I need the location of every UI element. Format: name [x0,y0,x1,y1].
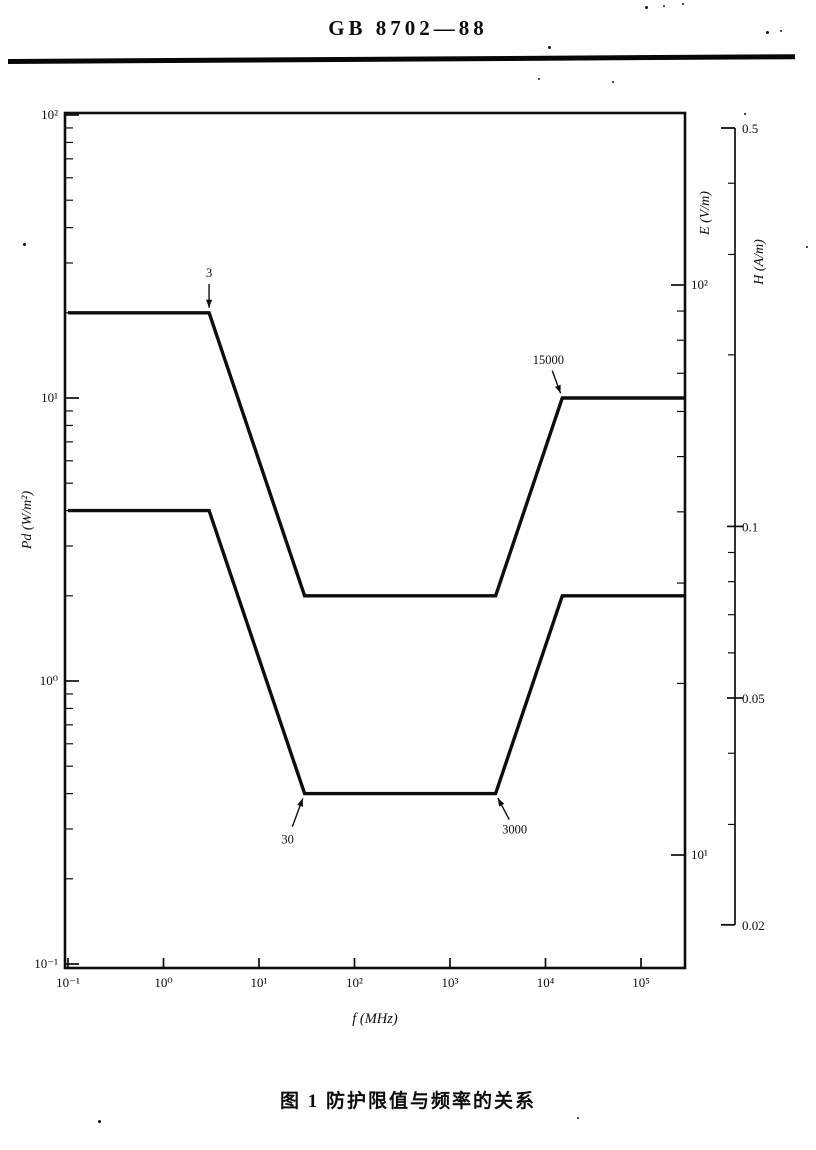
svg-text:H (A/m): H (A/m) [752,239,767,286]
annotation-3: 3 [206,266,212,308]
svg-text:10⁴: 10⁴ [537,975,555,990]
scan-noise-dot [23,243,26,246]
svg-text:10⁵: 10⁵ [632,975,650,990]
svg-text:0.05: 0.05 [742,691,765,706]
scan-noise-dot [538,78,540,80]
svg-text:10²: 10² [691,277,708,292]
scan-noise-dot [780,30,782,32]
svg-text:f (MHz): f (MHz) [352,1011,398,1027]
svg-text:3000: 3000 [502,823,527,837]
scan-noise-dot [612,81,614,83]
pd-axis: 10² 10¹ 10⁰ 10⁻¹ [34,107,79,971]
svg-text:0.5: 0.5 [742,121,758,136]
svg-text:10²: 10² [41,107,58,122]
scan-noise-dot [98,1120,101,1123]
standard-number: GB 8702—88 [328,16,488,40]
svg-text:10¹: 10¹ [691,847,708,862]
svg-text:15000: 15000 [533,353,564,367]
scan-noise-dot [548,46,551,49]
svg-text:Pd (W/m²): Pd (W/m²) [20,491,35,551]
f-axis: 10⁻¹ 10⁰ 10¹ 10² 10³ 10⁴ 10⁵ [56,958,650,990]
plot-border [63,111,687,970]
scan-noise-dot [744,113,746,115]
annotation-3000: 3000 [497,797,527,837]
annotation-15000: 15000 [533,353,564,394]
svg-text:10⁰: 10⁰ [40,673,58,688]
svg-text:10⁻¹: 10⁻¹ [56,975,80,990]
svg-text:E (V/m): E (V/m) [698,191,713,236]
svg-text:3: 3 [206,266,212,280]
scan-noise-dot [577,1117,579,1119]
scan-noise-dot [682,3,684,5]
svg-text:10¹: 10¹ [251,975,268,990]
lower-limit-curve [68,508,686,796]
annotation-30: 30 [281,798,304,847]
scan-noise-dot [663,5,665,7]
svg-text:10⁻¹: 10⁻¹ [34,956,58,971]
scan-noise-dot [645,6,648,9]
svg-text:0.1: 0.1 [742,519,758,534]
scan-noise-dot [806,246,808,248]
scan-noise-dot [766,31,769,34]
axis-titles: Pd (W/m²) E (V/m) H (A/m) f (MHz) [20,191,767,1027]
svg-text:10²: 10² [346,975,363,990]
svg-text:30: 30 [281,833,294,847]
e-axis: 10² 10¹ [671,277,708,862]
svg-text:10¹: 10¹ [41,390,58,405]
upper-limit-curve [68,311,686,598]
svg-text:10³: 10³ [442,975,459,990]
figure-caption: 图 1 防护限值与频率的关系 [279,1091,536,1112]
svg-text:10⁰: 10⁰ [154,975,172,990]
svg-text:0.02: 0.02 [742,918,765,933]
h-axis: 0.5 0.1 0.05 0.02 [721,121,765,933]
